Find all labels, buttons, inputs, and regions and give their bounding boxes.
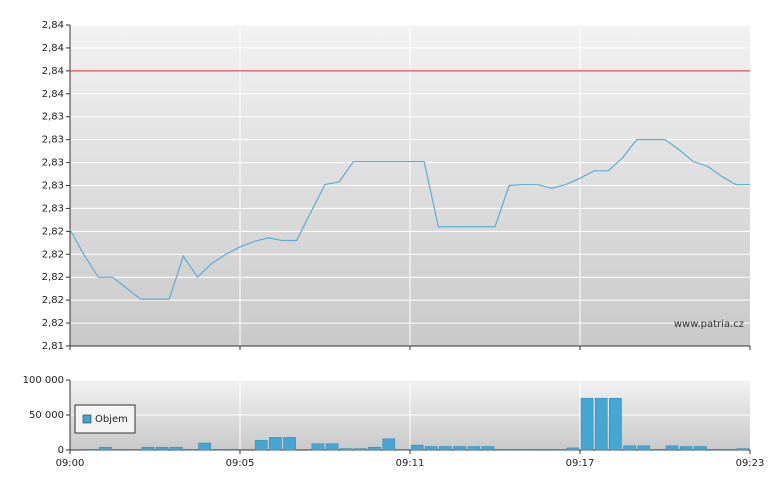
volume-bar [269,437,282,451]
volume-bar [651,449,665,451]
volume-bar [481,446,495,451]
watermark: www.patria.cz [674,319,744,330]
volume-bar [439,446,452,451]
volume-bar [509,449,523,451]
volume-bar [538,449,551,451]
volume-bar [566,447,580,451]
x-tick-label: 09:17 [566,458,595,469]
x-tick-label: 09:05 [226,458,255,469]
volume-bar [339,448,353,451]
volume-bar [127,449,141,451]
volume-bar [254,439,268,451]
volume-bar [736,448,750,451]
volume-bar [679,446,693,451]
volume-bar [212,449,226,451]
y-tick-label: 2,84 [42,43,64,54]
y-tick-label: 100 000 [23,375,64,386]
volume-bar [155,446,169,451]
volume-bar [708,449,721,451]
volume-bar [722,449,736,451]
volume-bar [694,446,707,451]
x-tick-label: 09:00 [56,458,85,469]
volume-bar [84,449,98,451]
y-tick-label: 0 [58,445,64,456]
y-tick-label: 2,81 [42,341,64,352]
volume-bar [524,449,537,451]
volume-bar [325,443,339,451]
volume-bar [552,449,566,451]
volume-bar [113,449,126,451]
legend-swatch [82,414,92,424]
y-tick-label: 2,83 [42,181,64,192]
y-tick-label: 2,83 [42,158,64,169]
y-tick-label: 2,83 [42,135,64,146]
volume-bar [283,437,296,451]
y-tick-label: 2,84 [42,66,64,77]
volume-bar [368,446,381,451]
volume-bar [453,446,466,451]
volume-bar [226,449,240,451]
volume-bar [99,446,112,451]
volume-bar [609,397,622,451]
volume-bar [382,438,396,451]
y-tick-label: 2,82 [42,272,64,283]
volume-bar [141,446,155,451]
y-tick-label: 2,82 [42,295,64,306]
volume-bar [665,445,679,451]
volume-bar [637,445,651,451]
y-tick-label: 2,82 [42,249,64,260]
y-tick-label: 2,83 [42,112,64,123]
y-tick-label: 50 000 [29,410,64,421]
x-tick-label: 09:23 [736,458,765,469]
volume-bar [184,449,197,451]
legend-label: Objem [95,414,128,425]
volume-bar [424,446,438,451]
volume-bar [410,444,424,451]
y-tick-label: 2,82 [42,226,64,237]
volume-bar [495,449,509,451]
volume-bar [467,446,481,451]
price-line [69,139,750,300]
volume-bar [311,443,325,451]
x-tick-label: 09:11 [396,458,425,469]
volume-bar [594,397,608,451]
volume-bar [580,397,594,451]
y-tick-label: 2,84 [42,20,64,31]
y-tick-label: 2,84 [42,89,64,100]
volume-bar [198,442,211,451]
volume-bar [396,449,410,451]
y-tick-label: 2,83 [42,203,64,214]
y-tick-label: 2,82 [42,318,64,329]
volume-bar [623,445,636,451]
volume-bar [354,448,367,451]
volume-bar [169,446,183,451]
